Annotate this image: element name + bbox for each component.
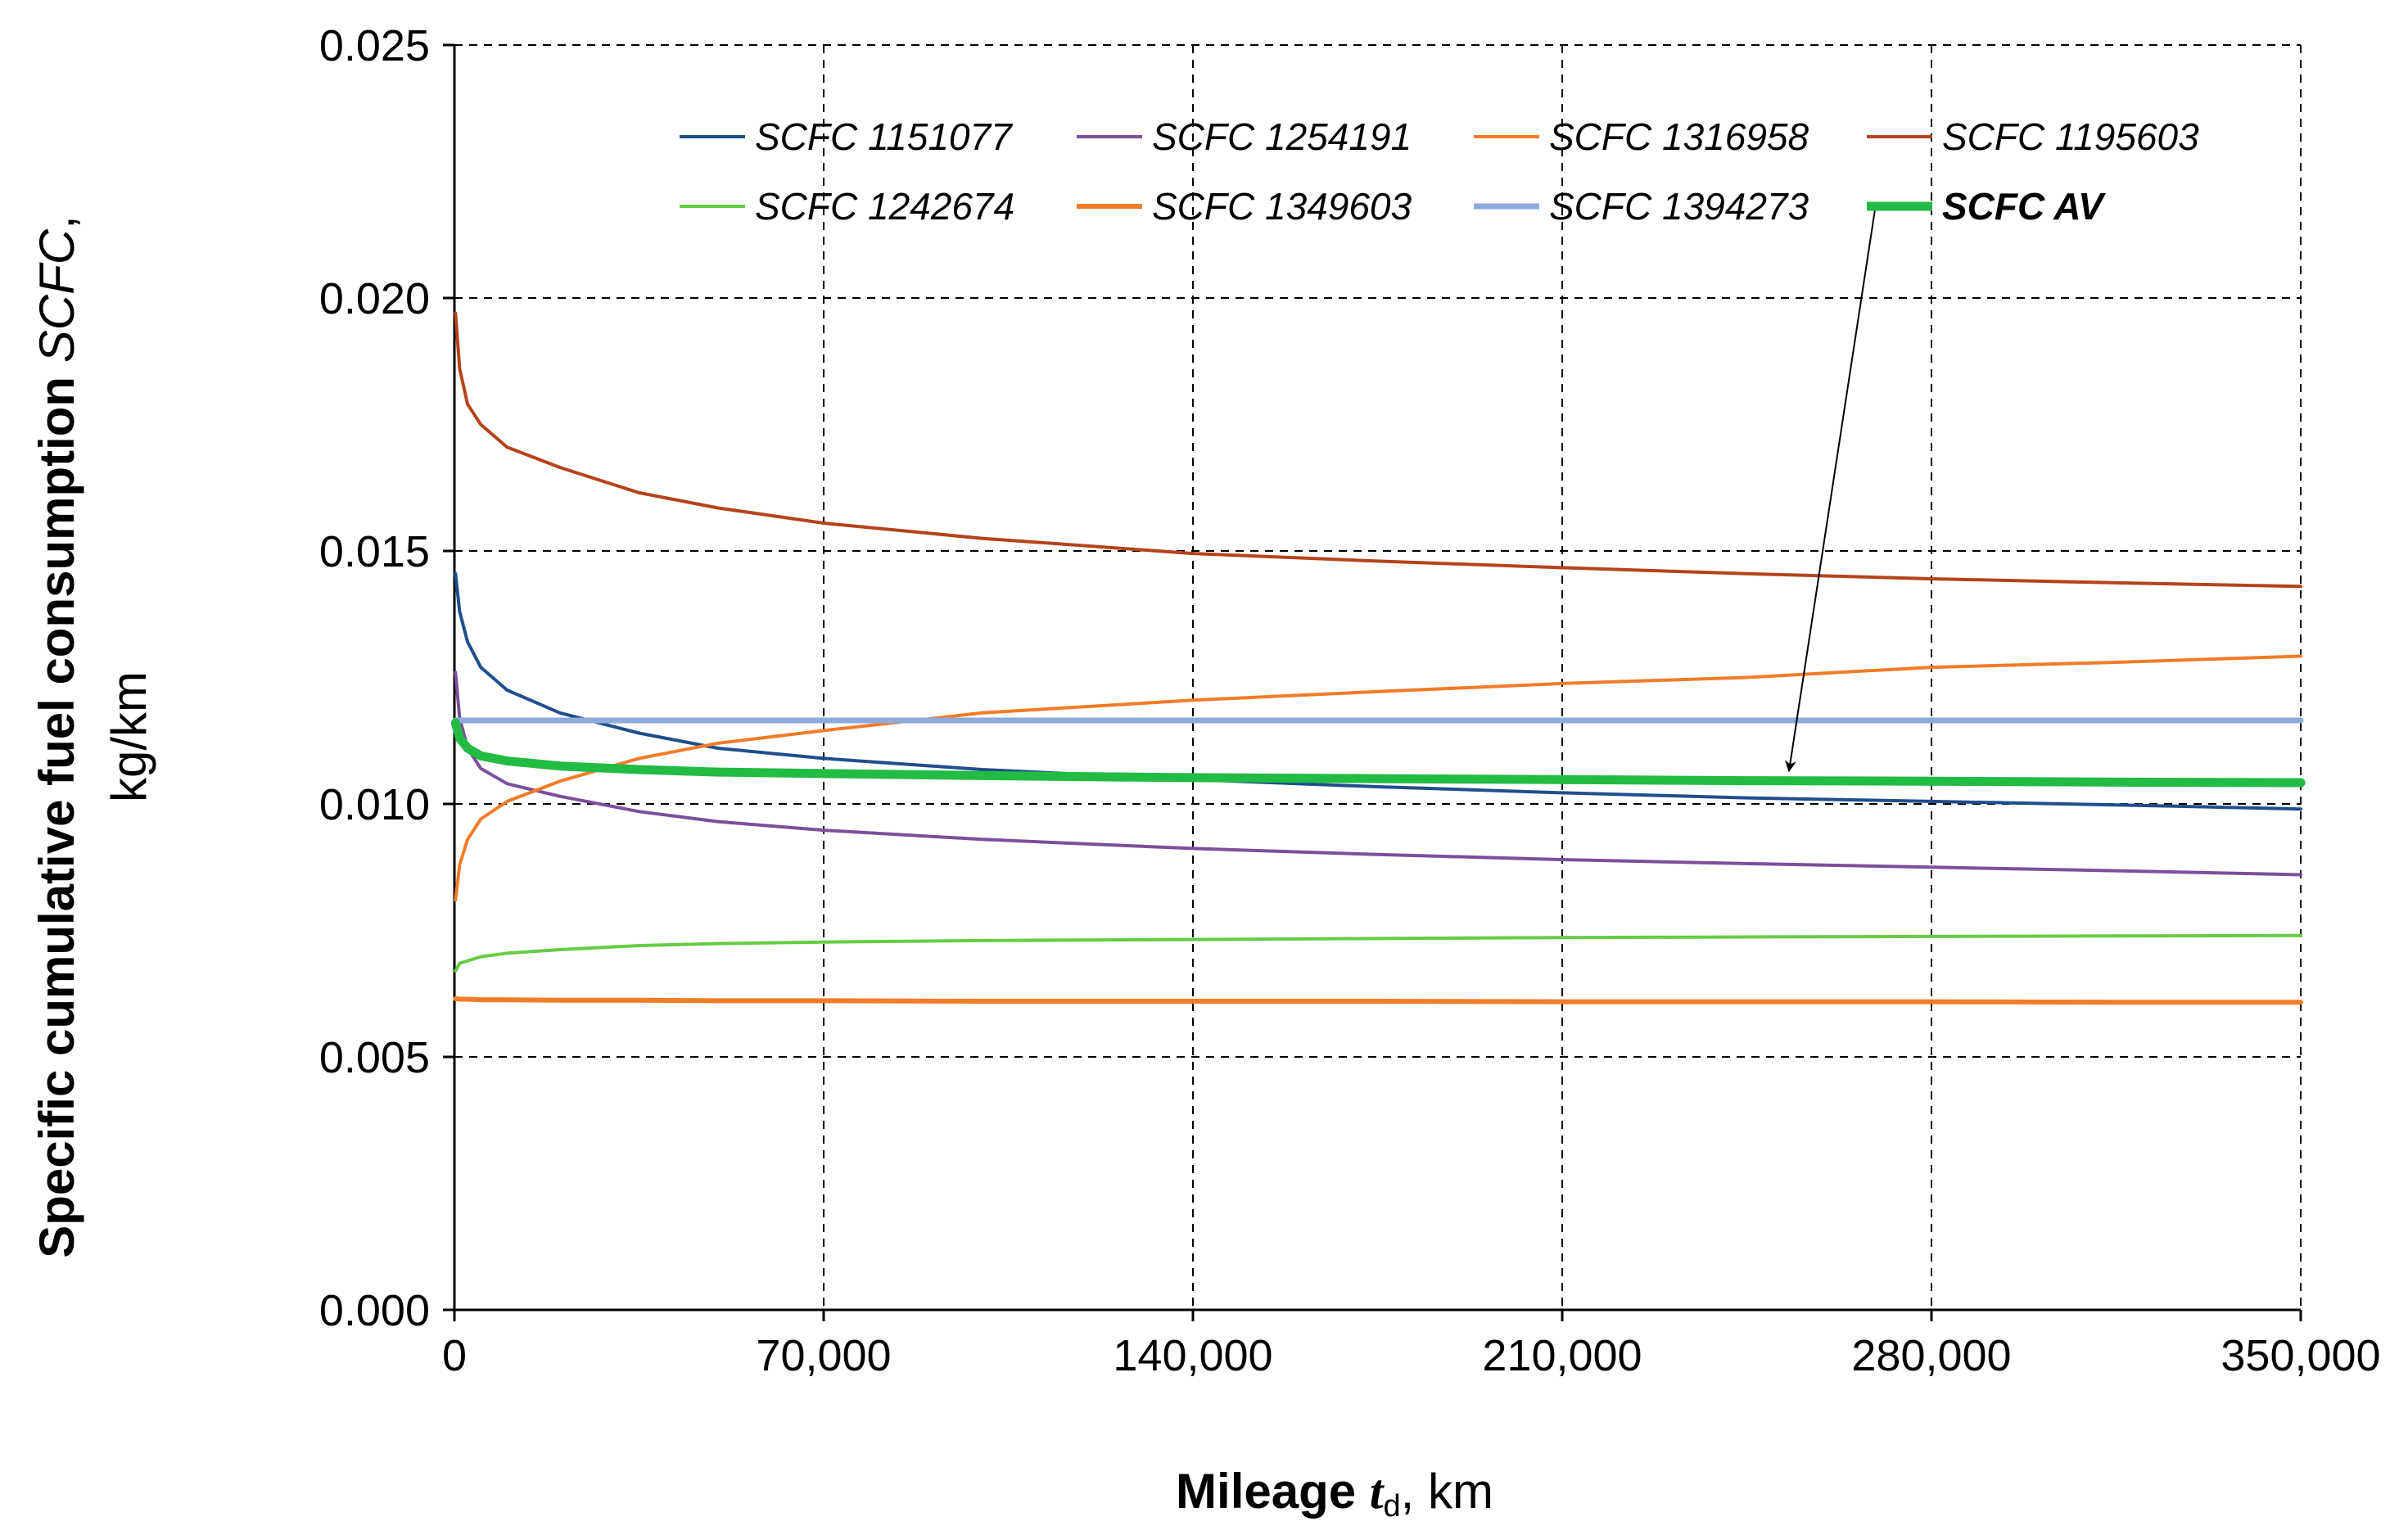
- annotation: [1784, 209, 1876, 773]
- legend-label-scfc-1242674: SCFC 1242674: [755, 185, 1014, 228]
- y-tick-label: 0.015: [319, 527, 430, 576]
- legend: SCFC 1151077 SCFC 1254191 SCFC 1316958 SCFC…: [680, 115, 2199, 228]
- x-tick-label: 0: [442, 1331, 467, 1380]
- series-lines: [450, 311, 2306, 1005]
- tick-labels: 0 70,000 140,000 210,000 280,000 350,000 0.000…: [319, 21, 2381, 1380]
- series-line-scfc-av: [450, 718, 2306, 788]
- y-tick-label: 0.000: [319, 1286, 430, 1335]
- legend-label-scfc-1151077: SCFC 1151077: [755, 115, 1013, 158]
- legend-label-scfc-1394273: SCFC 1394273: [1549, 185, 1809, 228]
- x-tick-label: 350,000: [2221, 1331, 2380, 1380]
- y-tick-label: 0.020: [319, 274, 430, 323]
- series-line-scfc-1242674: [454, 933, 2302, 973]
- y-tick-label: 0.010: [319, 780, 430, 829]
- annotation-arrow: [1784, 209, 1876, 773]
- x-tick-label: 210,000: [1482, 1331, 1642, 1380]
- legend-label-scfc-av: SCFC AV: [1942, 185, 2106, 228]
- legend-label-scfc-1254191: SCFC 1254191: [1152, 115, 1412, 158]
- y-tick-label: 0.025: [319, 21, 430, 70]
- series-line-scfc-1254191: [454, 670, 2302, 877]
- legend-label-scfc-1316958: SCFC 1316958: [1549, 115, 1809, 158]
- series-line-scfc-1151077: [454, 571, 2302, 811]
- series-line-scfc-1316958: [454, 654, 2302, 902]
- y-axis-title-line1: Specific cumulative fuel consumption SCF…: [29, 215, 84, 1258]
- legend-label-scfc-1349603: SCFC 1349603: [1152, 185, 1412, 228]
- x-tick-label: 70,000: [756, 1331, 891, 1380]
- x-tick-label: 140,000: [1113, 1331, 1272, 1380]
- y-tick-label: 0.005: [319, 1033, 430, 1082]
- y-axis-title-line2: kg/km: [102, 671, 156, 802]
- legend-label-scfc-1195603: SCFC 1195603: [1942, 115, 2199, 158]
- series-line-scfc-1195603: [454, 311, 2302, 589]
- series-line-scfc-1349603: [453, 995, 2303, 1005]
- x-axis-title: Mileage td, km: [1176, 1464, 1493, 1524]
- x-tick-label: 280,000: [1851, 1331, 2011, 1380]
